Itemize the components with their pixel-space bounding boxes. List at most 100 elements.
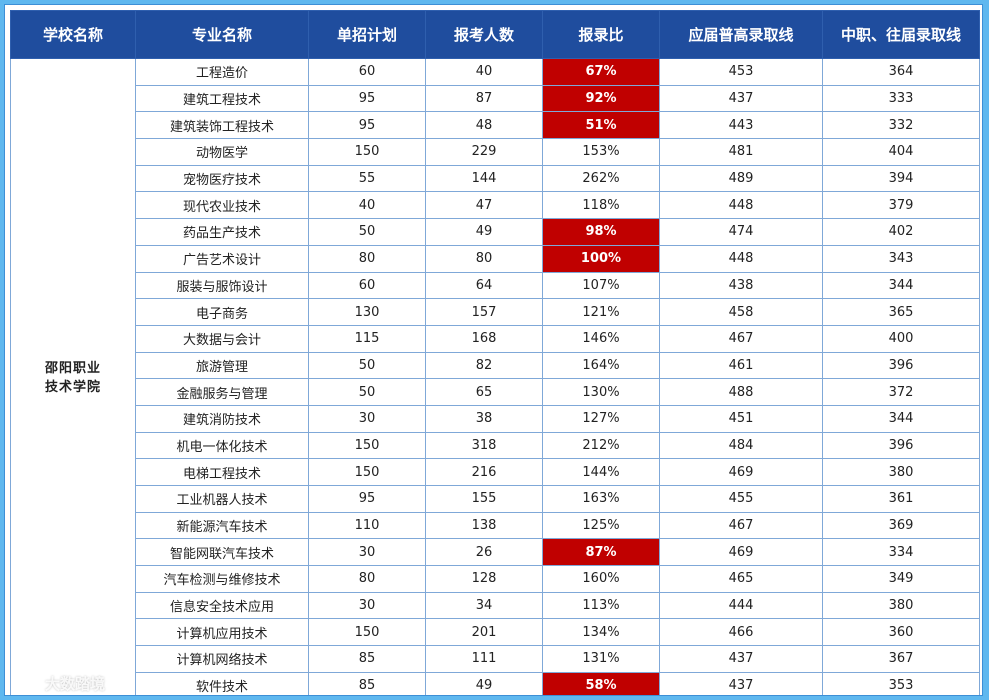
vocational-cutoff-cell: 394 xyxy=(822,164,980,193)
table-row: 建筑工程技术 95 87 92% 437 333 xyxy=(11,84,980,113)
table-frame: 学校名称 专业名称 单招计划 报考人数 报录比 应届普高录取线 中职、往届录取线… xyxy=(4,4,983,696)
general-cutoff-cell: 437 xyxy=(659,671,823,695)
vocational-cutoff-cell: 367 xyxy=(822,645,980,673)
plan-cell: 55 xyxy=(308,164,426,193)
general-cutoff-cell: 437 xyxy=(659,84,823,113)
major-cell: 工业机器人技术 xyxy=(135,485,309,513)
applicants-cell: 64 xyxy=(425,271,543,300)
general-cutoff-cell: 443 xyxy=(659,111,823,140)
ratio-cell: 262% xyxy=(542,164,660,193)
major-cell: 信息安全技术应用 xyxy=(135,591,309,620)
table-row: 电梯工程技术 150 216 144% 469 380 xyxy=(11,458,980,486)
vocational-cutoff-cell: 402 xyxy=(822,218,980,246)
applicants-cell: 65 xyxy=(425,378,543,406)
applicants-cell: 229 xyxy=(425,138,543,166)
table-row: 汽车检测与维修技术 80 128 160% 465 349 xyxy=(11,565,980,593)
table-row: 动物医学 150 229 153% 481 404 xyxy=(11,138,980,166)
major-cell: 药品生产技术 xyxy=(135,218,309,246)
ratio-cell: 100% xyxy=(542,244,660,273)
header-school: 学校名称 xyxy=(10,10,136,59)
table-body: 邵阳职业 技术学院 工程造价 60 40 67% 453 364 建筑工程技术 95 87 92% 43… xyxy=(10,58,980,695)
ratio-cell: 160% xyxy=(542,565,660,593)
ratio-cell: 164% xyxy=(542,351,660,380)
table-row: 信息安全技术应用 30 34 113% 444 380 xyxy=(11,591,980,620)
major-cell: 建筑消防技术 xyxy=(135,404,309,433)
general-cutoff-cell: 469 xyxy=(659,538,823,567)
general-cutoff-cell: 466 xyxy=(659,618,823,647)
plan-cell: 85 xyxy=(308,671,426,695)
general-cutoff-cell: 448 xyxy=(659,191,823,220)
table-row: 电子商务 130 157 121% 458 365 xyxy=(11,298,980,326)
applicants-cell: 80 xyxy=(425,244,543,273)
general-cutoff-cell: 481 xyxy=(659,138,823,166)
applicants-cell: 201 xyxy=(425,618,543,647)
major-cell: 工程造价 xyxy=(135,58,309,86)
major-cell: 计算机网络技术 xyxy=(135,645,309,673)
ratio-cell: 131% xyxy=(542,645,660,673)
plan-cell: 60 xyxy=(308,271,426,300)
table-row: 计算机应用技术 150 201 134% 466 360 xyxy=(11,618,980,647)
vocational-cutoff-cell: 333 xyxy=(822,84,980,113)
general-cutoff-cell: 437 xyxy=(659,645,823,673)
header-plan: 单招计划 xyxy=(308,10,426,59)
general-cutoff-cell: 489 xyxy=(659,164,823,193)
general-cutoff-cell: 453 xyxy=(659,58,823,86)
applicants-cell: 48 xyxy=(425,111,543,140)
general-cutoff-cell: 461 xyxy=(659,351,823,380)
applicants-cell: 144 xyxy=(425,164,543,193)
plan-cell: 30 xyxy=(308,591,426,620)
applicants-cell: 128 xyxy=(425,565,543,593)
table-row: 大数据与会计 115 168 146% 467 400 xyxy=(11,324,980,353)
applicants-cell: 82 xyxy=(425,351,543,380)
ratio-cell: 125% xyxy=(542,511,660,540)
vocational-cutoff-cell: 369 xyxy=(822,511,980,540)
vocational-cutoff-cell: 380 xyxy=(822,591,980,620)
plan-cell: 95 xyxy=(308,111,426,140)
watermark-text: 大数踏境 xyxy=(45,674,106,693)
ratio-cell: 67% xyxy=(542,58,660,86)
ratio-cell: 146% xyxy=(542,324,660,353)
general-cutoff-cell: 465 xyxy=(659,565,823,593)
major-cell: 服装与服饰设计 xyxy=(135,271,309,300)
applicants-cell: 49 xyxy=(425,671,543,695)
applicants-cell: 26 xyxy=(425,538,543,567)
vocational-cutoff-cell: 334 xyxy=(822,538,980,567)
vocational-cutoff-cell: 379 xyxy=(822,191,980,220)
general-cutoff-cell: 484 xyxy=(659,431,823,460)
table-row: 现代农业技术 40 47 118% 448 379 xyxy=(11,191,980,220)
applicants-cell: 47 xyxy=(425,191,543,220)
major-cell: 电子商务 xyxy=(135,298,309,326)
ratio-cell: 107% xyxy=(542,271,660,300)
plan-cell: 30 xyxy=(308,404,426,433)
applicants-cell: 138 xyxy=(425,511,543,540)
plan-cell: 110 xyxy=(308,511,426,540)
plan-cell: 130 xyxy=(308,298,426,326)
table-row: 建筑装饰工程技术 95 48 51% 443 332 xyxy=(11,111,980,140)
general-cutoff-cell: 438 xyxy=(659,271,823,300)
major-cell: 软件技术 xyxy=(135,671,309,695)
vocational-cutoff-cell: 343 xyxy=(822,244,980,273)
major-cell: 智能网联汽车技术 xyxy=(135,538,309,567)
vocational-cutoff-cell: 396 xyxy=(822,431,980,460)
major-cell: 建筑装饰工程技术 xyxy=(135,111,309,140)
major-cell: 计算机应用技术 xyxy=(135,618,309,647)
table-row: 软件技术 85 49 58% 437 353 xyxy=(11,671,980,695)
applicants-cell: 168 xyxy=(425,324,543,353)
plan-cell: 60 xyxy=(308,58,426,86)
plan-cell: 150 xyxy=(308,458,426,486)
plan-cell: 115 xyxy=(308,324,426,353)
general-cutoff-cell: 488 xyxy=(659,378,823,406)
applicants-cell: 155 xyxy=(425,485,543,513)
general-cutoff-cell: 458 xyxy=(659,298,823,326)
table-row: 工业机器人技术 95 155 163% 455 361 xyxy=(11,485,980,513)
plan-cell: 85 xyxy=(308,645,426,673)
plan-cell: 150 xyxy=(308,138,426,166)
table-row: 服装与服饰设计 60 64 107% 438 344 xyxy=(11,271,980,300)
ratio-cell: 134% xyxy=(542,618,660,647)
plan-cell: 50 xyxy=(308,378,426,406)
header-general-cutoff: 应届普高录取线 xyxy=(659,10,823,59)
applicants-cell: 38 xyxy=(425,404,543,433)
applicants-cell: 216 xyxy=(425,458,543,486)
table-row: 广告艺术设计 80 80 100% 448 343 xyxy=(11,244,980,273)
table-row: 机电一体化技术 150 318 212% 484 396 xyxy=(11,431,980,460)
